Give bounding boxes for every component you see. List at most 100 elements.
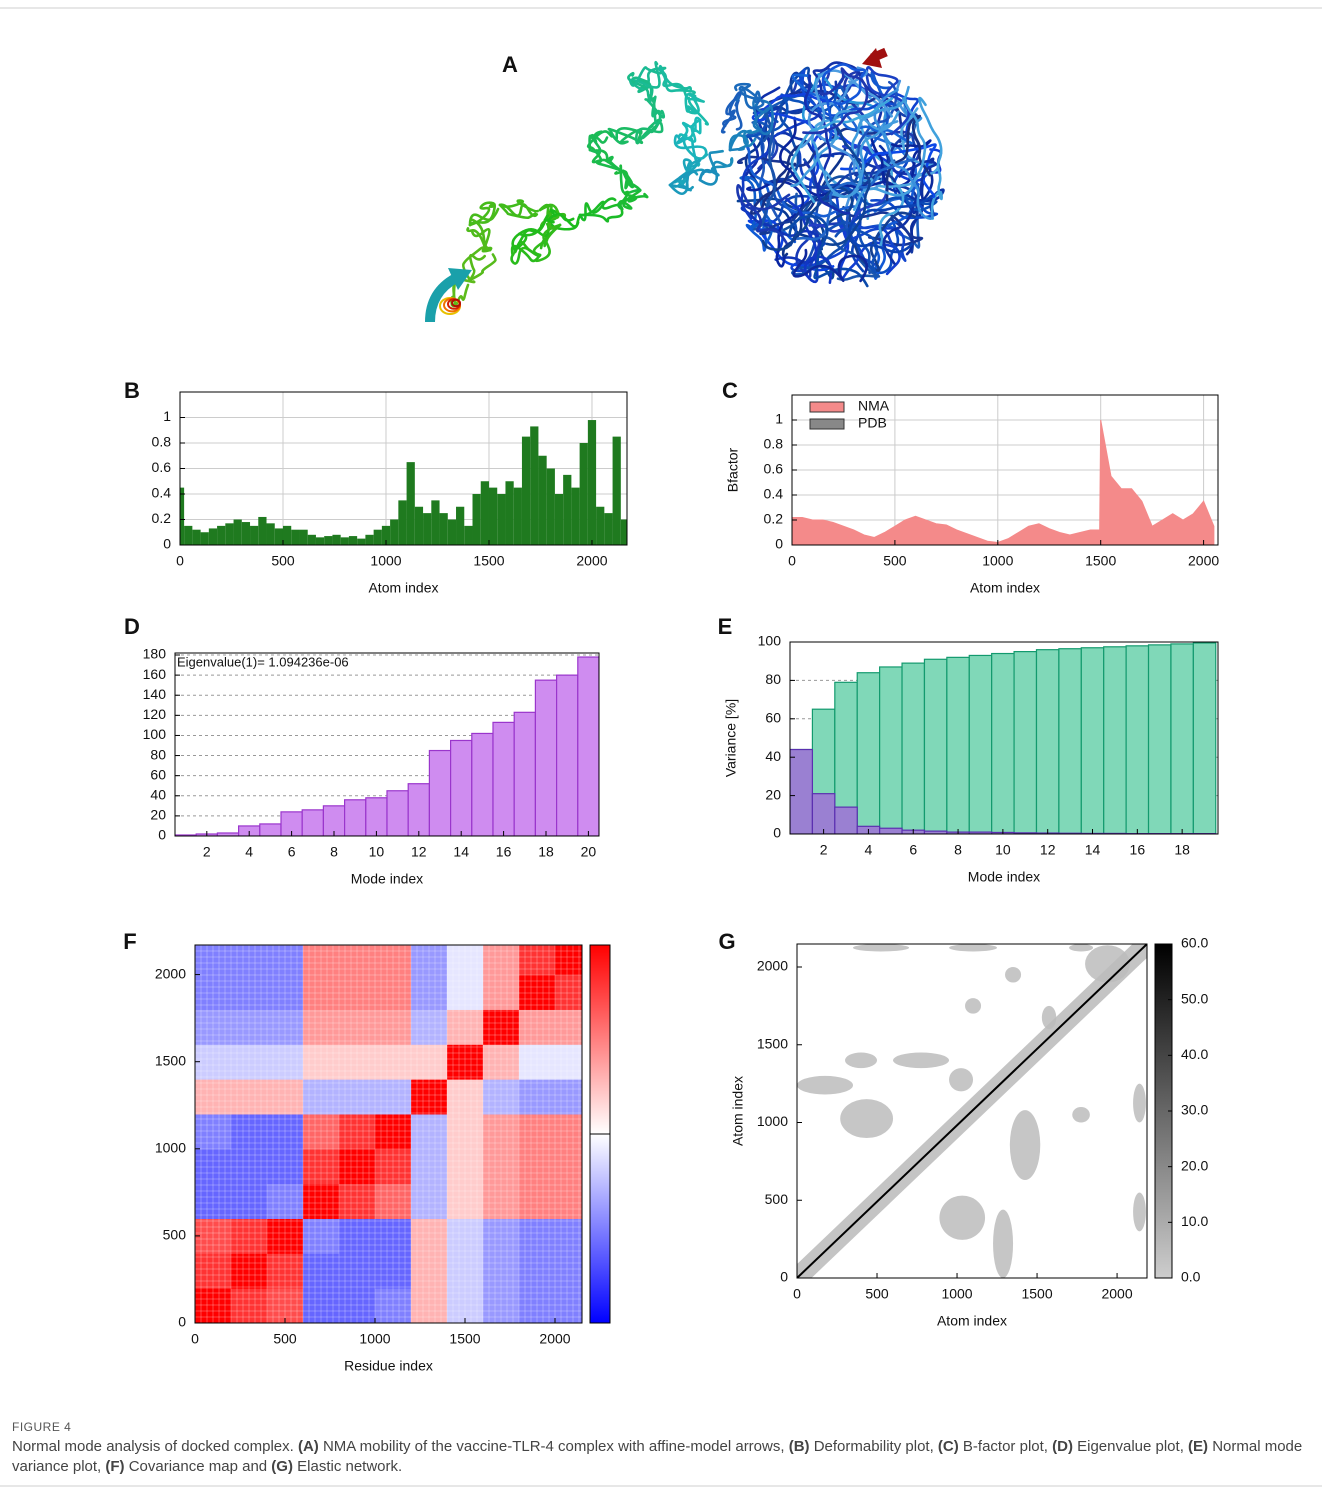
bar	[514, 488, 522, 545]
bar	[374, 530, 382, 545]
contact-region	[939, 1196, 985, 1240]
bar	[535, 680, 556, 836]
y-tick-label: 1500	[155, 1052, 186, 1068]
bar	[1059, 649, 1081, 834]
bar	[1081, 648, 1103, 834]
bar	[924, 659, 946, 834]
bar	[349, 536, 357, 545]
panel-label: B	[124, 378, 140, 403]
panel-label: E	[718, 614, 733, 639]
colorbar-tick-label: 60.0	[1181, 935, 1208, 951]
x-axis-label: Residue index	[344, 1358, 433, 1374]
bar	[316, 537, 324, 545]
caption-segment: Deformability plot,	[810, 1438, 938, 1455]
chart: B050010001500200000.20.40.60.81Atom inde…	[124, 378, 629, 596]
bar	[547, 469, 555, 546]
caption-segment: (E)	[1188, 1438, 1208, 1455]
bar	[242, 522, 250, 545]
bar	[225, 523, 233, 545]
contact-region	[1133, 1192, 1146, 1231]
bar	[1149, 645, 1171, 834]
x-tick-label: 0	[191, 1331, 199, 1347]
bar	[291, 530, 299, 545]
colorbar-tick-label: 10.0	[1181, 1213, 1208, 1229]
bar	[324, 536, 332, 545]
contact-region	[845, 1053, 877, 1069]
x-tick-label: 2	[203, 844, 211, 860]
heatmap-cell	[555, 1218, 586, 1253]
caption-segment: (D)	[1052, 1438, 1073, 1455]
bar	[234, 520, 242, 546]
contact-region	[1010, 1110, 1040, 1180]
bar	[514, 712, 535, 836]
x-tick-label: 2000	[1101, 1286, 1132, 1302]
y-tick-label: 0.4	[764, 486, 784, 502]
bar	[332, 535, 340, 545]
bar	[217, 526, 225, 545]
y-tick-label: 80	[150, 746, 166, 762]
bar	[472, 733, 493, 836]
bar	[299, 530, 307, 545]
chart: C050010001500200000.20.40.60.81Atom inde…	[722, 378, 1219, 596]
bar	[365, 535, 373, 545]
y-tick-label: 0.4	[152, 485, 172, 501]
bar	[366, 798, 387, 836]
y-tick-label: 160	[143, 666, 167, 682]
bar	[555, 494, 563, 545]
contact-region	[1133, 1084, 1146, 1123]
annotation: Eigenvalue(1)= 1.094236e-06	[177, 654, 349, 669]
bar	[283, 526, 291, 545]
x-axis-label: Atom index	[937, 1313, 1007, 1329]
y-tick-label: 100	[143, 726, 167, 742]
y-tick-label: 0.2	[764, 511, 784, 527]
y-tick-label: 1000	[757, 1113, 788, 1129]
contact-region	[1069, 944, 1093, 951]
colorbar-tick-label: 50.0	[1181, 990, 1208, 1006]
caption-segment: Eigenvalue plot,	[1073, 1438, 1188, 1455]
y-tick-label: 120	[143, 706, 167, 722]
y-tick-label: 20	[150, 807, 166, 823]
bar	[522, 437, 530, 545]
caption-segment: (G)	[271, 1458, 293, 1475]
bar	[345, 800, 366, 836]
y-tick-label: 60	[150, 766, 166, 782]
y-tick-label: 0	[163, 536, 171, 552]
x-tick-label: 1000	[982, 553, 1013, 569]
legend-label: PDB	[858, 415, 887, 431]
bar	[596, 507, 604, 545]
x-axis-label: Mode index	[351, 871, 423, 887]
x-tick-label: 8	[954, 842, 962, 858]
bar	[184, 526, 192, 545]
x-tick-label: 12	[1040, 842, 1056, 858]
caption: Normal mode analysis of docked complex. …	[12, 1437, 1307, 1477]
bar	[440, 513, 448, 545]
colorbar-tick-label: 40.0	[1181, 1046, 1208, 1062]
bar	[563, 475, 571, 545]
x-tick-label: 1000	[359, 1331, 390, 1347]
bar	[429, 751, 450, 836]
x-tick-label: 8	[330, 844, 338, 860]
y-tick-label: 40	[765, 748, 781, 764]
x-tick-label: 0	[793, 1286, 801, 1302]
bar	[902, 663, 924, 834]
x-axis-label: Mode index	[968, 869, 1040, 885]
bar	[588, 420, 596, 545]
caption-segment: Elastic network.	[293, 1458, 402, 1475]
plot-area	[195, 945, 586, 1324]
figure-label: FIGURE 4	[12, 1420, 71, 1434]
x-tick-label: 4	[245, 844, 253, 860]
bar	[613, 437, 621, 545]
plot-area	[790, 643, 1216, 834]
contact-region	[797, 1076, 853, 1095]
x-tick-label: 2000	[576, 553, 607, 569]
bar	[530, 426, 538, 545]
legend-label: NMA	[858, 398, 890, 414]
x-tick-label: 4	[865, 842, 873, 858]
contact-region	[949, 944, 997, 951]
bar	[387, 791, 408, 836]
figure-page: A B050010001500200000.20.40.60.81Atom in…	[0, 0, 1322, 1488]
bar	[464, 526, 472, 545]
bar	[835, 807, 857, 834]
x-tick-label: 500	[865, 1286, 889, 1302]
bar	[1014, 652, 1036, 834]
